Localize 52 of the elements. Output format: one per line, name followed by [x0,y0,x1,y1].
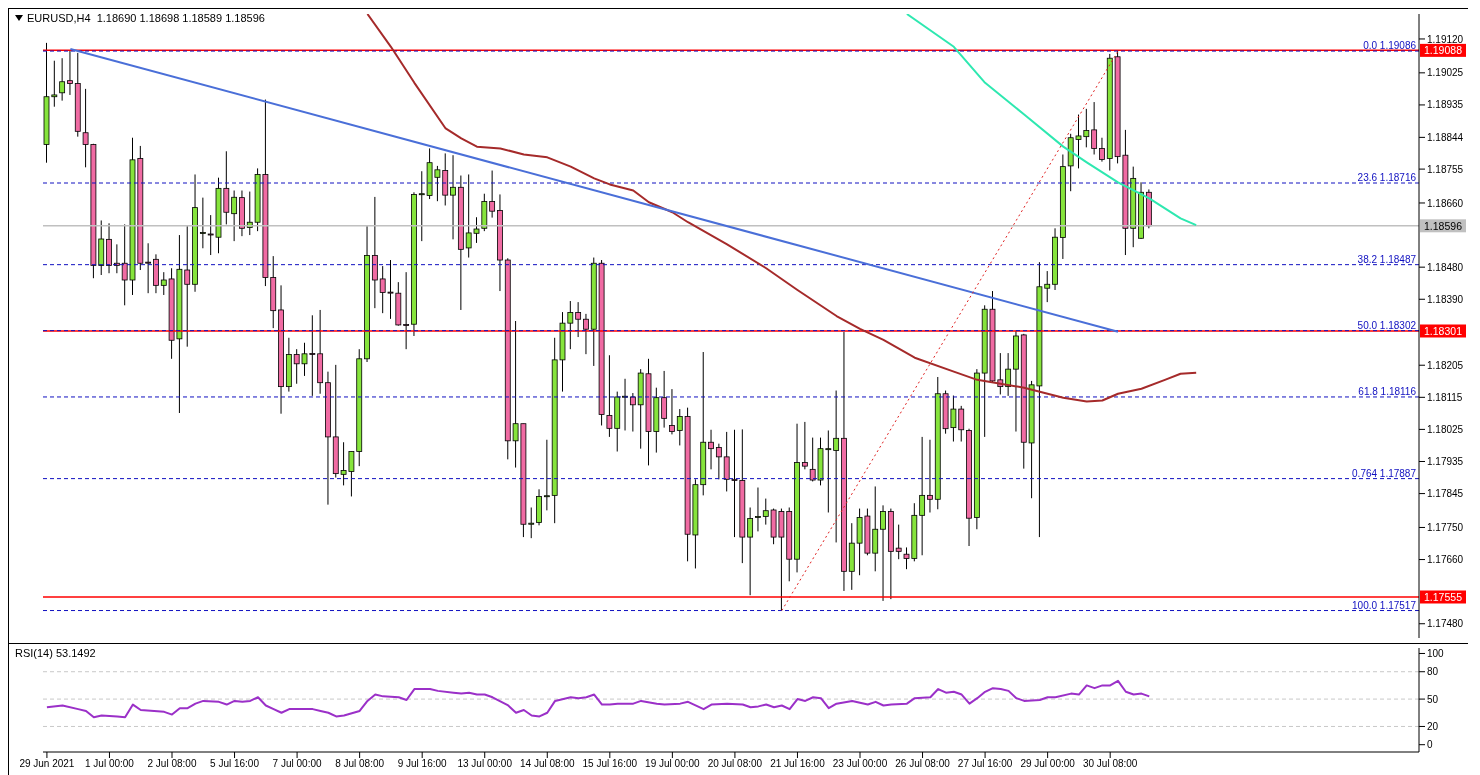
x-tick-label: 2 Jul 08:00 [147,758,197,770]
x-tick-label: 5 Jul 16:00 [210,758,260,770]
y-tick-label: 1.18390 [1427,293,1464,305]
y-tick-label: 50 [1427,693,1439,705]
ref-line-label: 38.2 1.18487 [1357,253,1417,265]
x-tick-label: 23 Jul 00:00 [832,758,888,770]
x-tick-label: 21 Jul 16:00 [770,758,826,770]
y-tick-label: 1.18844 [1427,131,1464,143]
y-tick-label: 1.17750 [1427,522,1464,534]
y-tick-label: 1.17660 [1427,554,1464,566]
ref-line-label: 0.0 1.19086 [1363,40,1417,52]
ref-line-label: 0.764 1.17887 [1352,467,1417,479]
ref-line-label: 1.18301 [1424,324,1463,337]
y-tick-label: 0 [1427,739,1433,751]
x-tick-label: 1 Jul 00:00 [84,758,135,770]
ref-line-label: 23.6 1.18716 [1357,172,1417,184]
x-tick-label: 30 Jul 08:00 [1082,758,1138,770]
x-tick-label: 9 Jul 16:00 [397,758,448,770]
x-tick-label: 29 Jul 00:00 [1020,758,1076,770]
x-tick-label: 27 Jul 16:00 [957,758,1013,770]
y-tick-label: 1.18480 [1427,261,1464,273]
x-tick-label: 15 Jul 16:00 [582,758,638,770]
x-tick-label: 20 Jul 08:00 [707,758,763,770]
y-tick-label: 1.18115 [1427,391,1463,403]
ref-line-label: 61.8 1.18116 [1358,385,1417,397]
y-tick-label: 1.19025 [1427,67,1464,79]
y-tick-label: 80 [1427,666,1439,678]
ref-line-label: 1.17555 [1424,590,1463,603]
y-tick-label: 100 [1427,648,1445,660]
x-tick-label: 13 Jul 00:00 [457,758,513,770]
y-tick-label: 1.17480 [1427,618,1464,630]
x-tick-label: 8 Jul 08:00 [335,758,385,770]
y-tick-label: 1.18205 [1427,359,1464,371]
y-tick-label: 1.18935 [1427,99,1464,111]
x-tick-label: 7 Jul 00:00 [272,758,322,770]
x-tick-label: 26 Jul 08:00 [895,758,951,770]
x-tick-label: 29 Jun 2021 [19,758,75,770]
y-tick-label: 1.17845 [1427,488,1464,500]
y-tick-label: 1.18755 [1427,163,1464,175]
ref-line-label: 100.0 1.17517 [1352,599,1417,611]
x-tick-label: 14 Jul 08:00 [520,758,575,770]
y-tick-label: 1.18660 [1427,197,1464,209]
ref-line-label: 1.18596 [1424,219,1463,232]
y-tick-label: 1.18025 [1427,423,1464,435]
y-tick-label: 1.17935 [1427,456,1464,468]
chart-title: EURUSD,H4 1.18690 1.18698 1.18589 1.18596 [27,12,265,24]
x-tick-label: 19 Jul 00:00 [645,758,701,770]
ref-line-label: 1.19088 [1424,44,1463,57]
chart-title: RSI(14) 53.1492 [15,647,96,659]
ref-line-label: 50.0 1.18302 [1357,319,1417,331]
y-tick-label: 20 [1427,721,1439,733]
y-tick-label: 1.19120 [1427,33,1464,45]
